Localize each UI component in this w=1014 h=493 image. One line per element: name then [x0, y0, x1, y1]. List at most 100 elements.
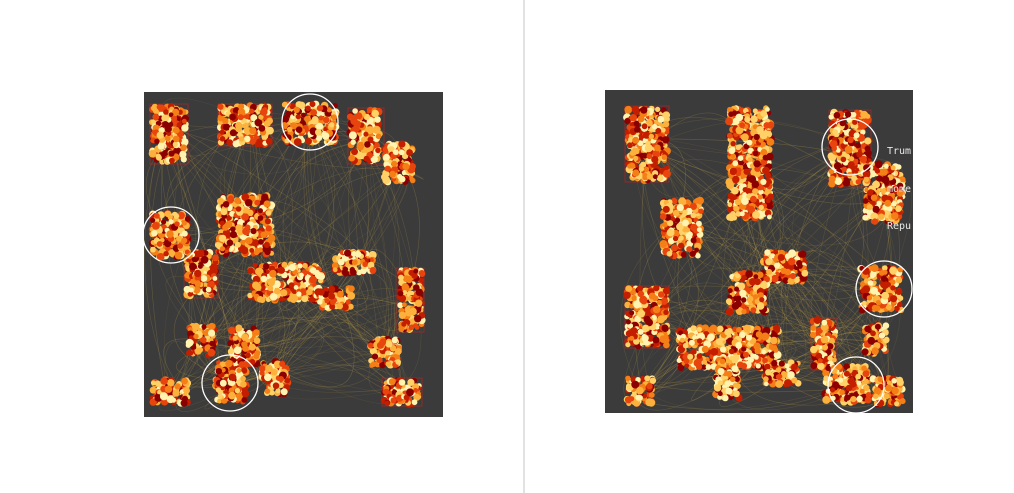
data-point	[662, 120, 670, 128]
data-point	[831, 145, 837, 152]
data-point	[299, 272, 304, 278]
data-point	[177, 243, 183, 249]
data-point	[270, 369, 278, 376]
data-point	[829, 154, 837, 162]
data-point	[173, 147, 182, 156]
data-point	[385, 350, 391, 356]
data-point	[228, 380, 234, 386]
data-point	[332, 103, 338, 109]
data-point	[288, 282, 295, 289]
data-point	[728, 111, 734, 117]
data-point	[240, 246, 249, 255]
data-point	[184, 273, 190, 279]
data-point	[638, 166, 645, 172]
data-point	[368, 251, 377, 259]
data-point	[176, 122, 183, 128]
data-point	[337, 290, 344, 298]
data-point	[655, 106, 661, 112]
data-point	[733, 205, 740, 212]
data-point	[874, 168, 881, 174]
data-point	[229, 113, 236, 121]
data-point	[351, 259, 358, 266]
data-point	[637, 134, 644, 141]
data-point	[215, 387, 222, 393]
edge-curve	[164, 133, 247, 396]
data-point	[853, 132, 860, 139]
edge-curve	[307, 113, 376, 345]
data-point	[762, 166, 770, 175]
edge-curve	[252, 351, 396, 389]
data-point	[243, 135, 251, 143]
data-point	[152, 124, 160, 132]
data-point	[293, 106, 300, 113]
data-point	[767, 121, 775, 129]
point-cluster	[148, 103, 189, 165]
data-point	[371, 109, 379, 118]
data-point	[149, 386, 157, 394]
data-point	[369, 363, 375, 368]
data-point	[230, 226, 236, 232]
data-point	[272, 382, 280, 390]
data-point	[152, 222, 160, 230]
edge-curve	[737, 306, 876, 342]
data-point	[249, 127, 257, 135]
edge-curve	[281, 298, 355, 388]
data-point	[395, 359, 401, 365]
data-point	[398, 140, 406, 148]
data-point	[756, 126, 764, 134]
data-point	[252, 275, 261, 284]
data-point	[225, 359, 233, 368]
data-point	[267, 278, 276, 287]
data-point	[862, 198, 869, 204]
data-point	[155, 153, 162, 160]
data-point	[871, 218, 879, 225]
data-point	[376, 341, 384, 349]
data-point	[331, 262, 339, 270]
data-point	[864, 137, 872, 145]
data-point	[169, 157, 175, 164]
edge-curve	[173, 138, 358, 386]
data-point	[173, 213, 180, 219]
data-point	[661, 154, 668, 160]
edge-curve	[646, 155, 851, 387]
data-point	[190, 278, 196, 285]
data-point	[397, 290, 404, 297]
data-point	[174, 383, 181, 390]
data-point	[305, 137, 312, 145]
data-point	[326, 107, 332, 113]
data-point	[384, 165, 391, 172]
data-point	[235, 224, 243, 232]
data-point	[413, 388, 418, 393]
data-point	[408, 269, 415, 276]
data-point	[362, 261, 368, 268]
data-point	[832, 129, 838, 135]
edge-curve	[685, 237, 855, 394]
data-point	[316, 104, 324, 112]
edge-curve	[780, 274, 882, 341]
data-point	[217, 103, 224, 110]
data-point	[727, 202, 733, 208]
data-point	[277, 266, 285, 274]
data-point	[286, 126, 293, 133]
data-point	[750, 115, 758, 123]
data-point	[654, 144, 661, 152]
data-point	[385, 361, 392, 367]
data-point	[765, 197, 771, 204]
data-point	[637, 115, 645, 123]
data-point	[258, 125, 266, 132]
data-point	[847, 136, 854, 144]
point-cluster	[227, 324, 261, 368]
data-point	[205, 344, 211, 350]
data-point	[725, 117, 733, 126]
data-point	[364, 141, 371, 148]
data-point	[212, 276, 218, 281]
data-point	[163, 251, 169, 257]
data-point	[240, 375, 246, 382]
data-point	[395, 348, 402, 355]
data-point	[747, 205, 756, 214]
data-point	[324, 298, 330, 304]
edge-curve	[356, 162, 398, 347]
point-cluster	[185, 322, 218, 359]
data-point	[295, 126, 303, 133]
data-point	[742, 187, 748, 193]
